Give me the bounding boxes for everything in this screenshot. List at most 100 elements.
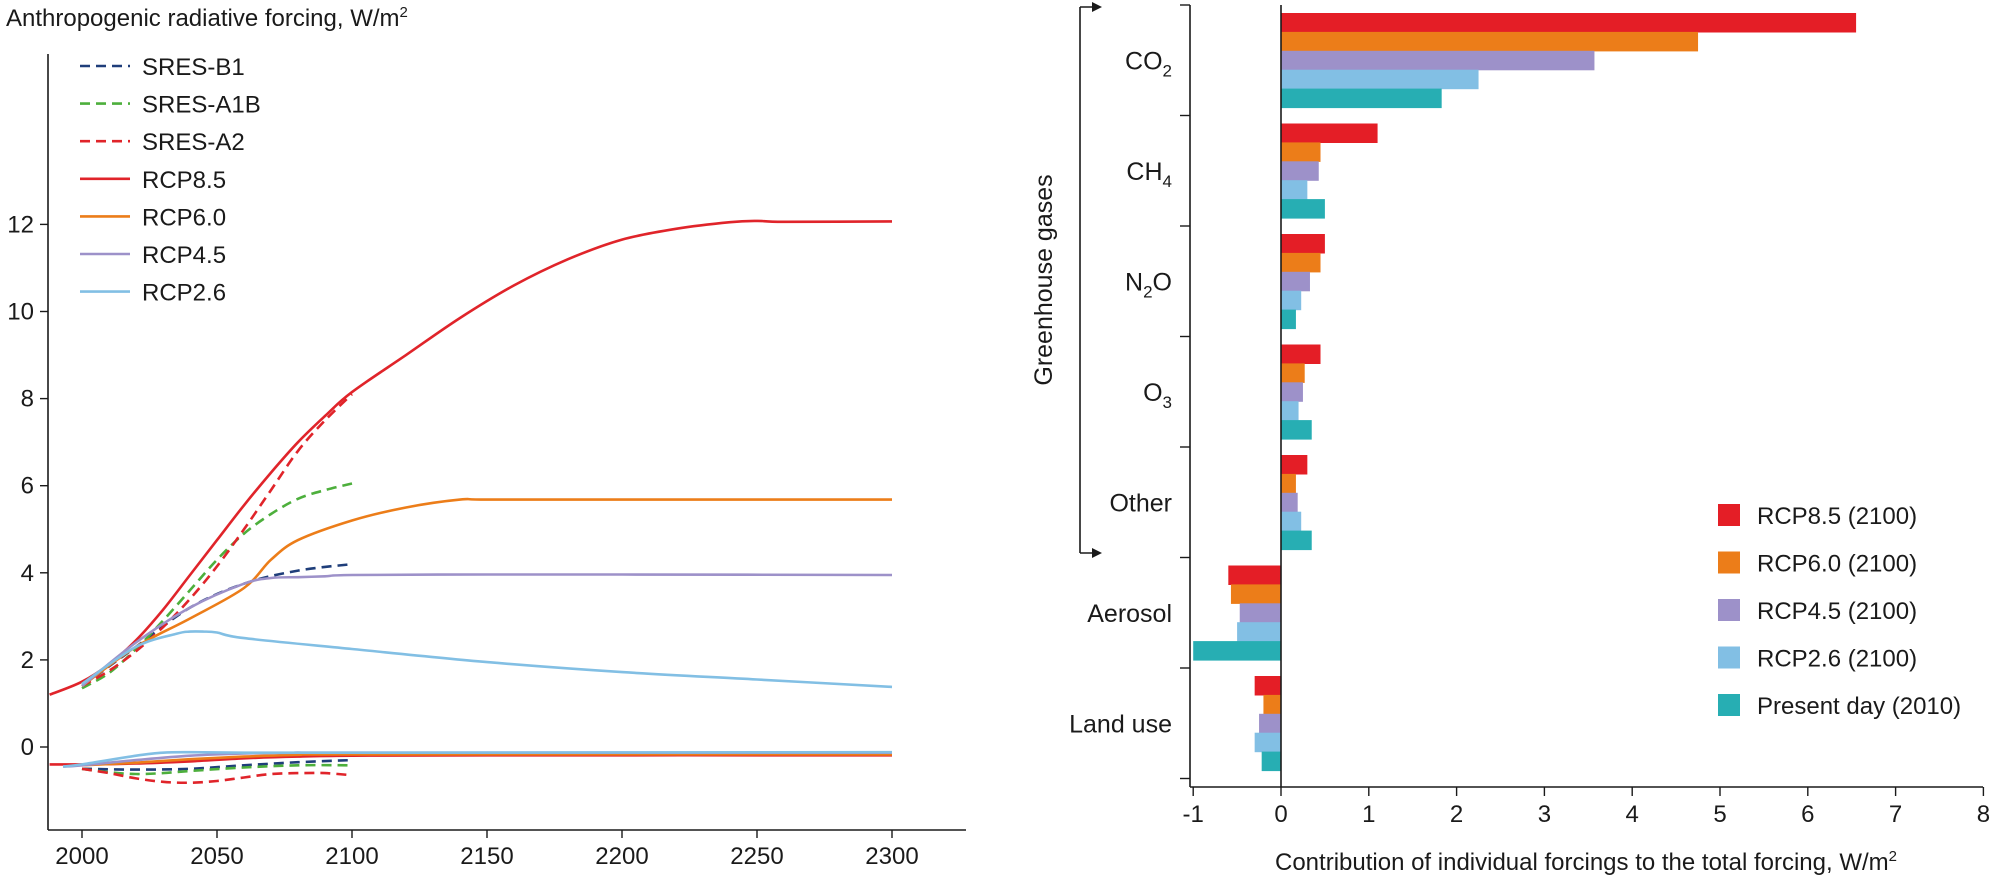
bar-rcp8-5-2100- <box>1228 565 1281 585</box>
series-line-rcp6-0-aerosol <box>81 753 893 767</box>
right-bars <box>1193 13 1857 772</box>
legend-label-sres-b1: SRES-B1 <box>142 54 245 81</box>
bar-present-day-2010- <box>1261 751 1281 772</box>
legend-label-rcp2-6-2100-: RCP2.6 (2100) <box>1757 646 1917 673</box>
legend-label-rcp4-5-2100-: RCP4.5 (2100) <box>1757 598 1917 625</box>
category-label: Land use <box>1069 711 1172 739</box>
bar-rcp8-5-2100- <box>1281 123 1378 143</box>
legend-swatch-rcp8-5-2100- <box>1718 504 1740 526</box>
right-x-tick-label: 3 <box>1538 801 1551 828</box>
greenhouse-bracket: Greenhouse gases <box>1030 2 1102 558</box>
category-label: CH4 <box>1126 158 1172 191</box>
left-x-tick-label: 2100 <box>325 843 378 870</box>
left-x-tick-label: 2000 <box>55 843 108 870</box>
right-legend: RCP8.5 (2100) RCP6.0 (2100) RCP4.5 (2100) R… <box>1718 503 1961 720</box>
bar-rcp2-6-2100- <box>1281 180 1308 200</box>
bar-rcp4-5-2100- <box>1281 382 1303 402</box>
left-y-tick-label: 12 <box>7 211 34 238</box>
bracket-top-arrow <box>1092 2 1102 12</box>
left-line-chart: Anthropogenic radiative forcing, W/m2 12… <box>6 4 966 870</box>
series-line-rcp2-6-total <box>81 630 893 689</box>
legend-label-present-day-2010-: Present day (2010) <box>1757 693 1961 720</box>
bar-rcp2-6-2100- <box>1281 401 1299 421</box>
right-category-ticks <box>1180 4 1190 780</box>
right-x-tick-label: 7 <box>1889 801 1902 828</box>
legend-label-sres-a1b: SRES-A1B <box>142 92 261 119</box>
bar-rcp2-6-2100- <box>1281 69 1479 90</box>
left-y-tick-label: 2 <box>21 647 34 674</box>
bar-rcp2-6-2100- <box>1254 732 1281 753</box>
right-bar-chart: CO2 CH4 N2O O3 Other Aerosol Land use -1 0 1 2 3 4 5… <box>1030 2 1990 876</box>
bar-rcp6-0-2100- <box>1281 31 1699 52</box>
bar-rcp6-0-2100- <box>1281 252 1321 273</box>
legend-label-rcp8-5-2100-: RCP8.5 (2100) <box>1757 503 1917 530</box>
legend-label-rcp6-0-2100-: RCP6.0 (2100) <box>1757 551 1917 578</box>
bar-rcp6-0-2100- <box>1263 694 1281 715</box>
bar-rcp8-5-2100- <box>1281 234 1325 254</box>
right-x-tick-label: 6 <box>1801 801 1814 828</box>
right-x-tick-label: -1 <box>1183 801 1204 828</box>
left-y-tick-label: 4 <box>21 560 34 587</box>
bar-rcp4-5-2100- <box>1259 713 1281 734</box>
left-x-tick-label: 2300 <box>865 843 918 870</box>
category-label: N2O <box>1125 269 1172 302</box>
bar-rcp6-0-2100- <box>1281 473 1296 494</box>
left-y-ticks: 12 10 8 6 4 2 0 <box>7 211 48 761</box>
bar-rcp6-0-2100- <box>1230 584 1281 604</box>
category-label: CO2 <box>1125 48 1172 81</box>
left-x-tick-label: 2150 <box>460 843 513 870</box>
series-line-rcp4-5-total <box>81 573 893 688</box>
right-category-labels: CO2 CH4 N2O O3 Other Aerosol Land use <box>1069 48 1172 739</box>
bar-rcp6-0-2100- <box>1281 142 1321 162</box>
series-line-sres-a2-aerosol <box>81 767 353 785</box>
category-label: O3 <box>1143 379 1172 412</box>
left-x-tick-label: 2050 <box>190 843 243 870</box>
bar-present-day-2010- <box>1193 641 1281 661</box>
bar-present-day-2010- <box>1281 199 1325 219</box>
right-x-tick-label: 2 <box>1450 801 1463 828</box>
left-y-tick-label: 8 <box>21 386 34 413</box>
legend-swatch-rcp2-6-2100- <box>1718 646 1740 669</box>
greenhouse-gases-label: Greenhouse gases <box>1030 174 1058 385</box>
series-line-sres-a2-total <box>81 393 353 688</box>
right-x-tick-label: 8 <box>1977 801 1990 828</box>
bar-present-day-2010- <box>1281 88 1442 109</box>
bar-rcp2-6-2100- <box>1281 290 1302 311</box>
bar-rcp8-5-2100- <box>1281 455 1308 475</box>
left-x-ticks: 2000 2050 2100 2150 2200 2250 2300 <box>55 830 919 870</box>
right-x-tick-label: 5 <box>1713 801 1726 828</box>
left-series-lines <box>49 219 893 785</box>
bar-rcp4-5-2100- <box>1281 161 1319 181</box>
left-y-tick-label: 6 <box>21 473 34 500</box>
bar-rcp2-6-2100- <box>1237 622 1281 642</box>
left-legend: SRES-B1 SRES-A1B SRES-A2 RCP8.5 RCP6.0 RCP4.5… <box>80 54 261 307</box>
left-chart-title: Anthropogenic radiative forcing, W/m2 <box>6 4 408 32</box>
series-line-sres-b1-aerosol <box>81 758 353 771</box>
bar-present-day-2010- <box>1281 420 1312 440</box>
bar-rcp8-5-2100- <box>1254 676 1281 696</box>
legend-swatch-rcp6-0-2100- <box>1718 551 1740 574</box>
legend-label-sres-a2: SRES-A2 <box>142 129 245 156</box>
legend-label-rcp6-0: RCP6.0 <box>142 204 226 231</box>
right-x-tick-label: 1 <box>1362 801 1375 828</box>
left-y-tick-label: 10 <box>7 299 34 326</box>
bar-rcp4-5-2100- <box>1281 50 1595 71</box>
bar-rcp2-6-2100- <box>1281 511 1302 532</box>
series-line-sres-a1b-aerosol <box>81 763 353 776</box>
bar-rcp6-0-2100- <box>1281 363 1305 383</box>
right-x-axis-title: Contribution of individual forcings to t… <box>1275 848 1897 876</box>
legend-label-rcp8-5: RCP8.5 <box>142 167 226 194</box>
left-x-tick-label: 2200 <box>595 843 648 870</box>
series-line-rcp2-6-aerosol <box>62 750 893 768</box>
category-label: Aerosol <box>1087 600 1172 628</box>
category-label: Other <box>1109 490 1172 518</box>
bar-rcp4-5-2100- <box>1239 603 1281 623</box>
left-x-tick-label: 2250 <box>730 843 783 870</box>
legend-swatch-present-day-2010- <box>1718 694 1740 716</box>
bar-rcp4-5-2100- <box>1281 271 1310 292</box>
bar-rcp8-5-2100- <box>1281 344 1321 364</box>
series-line-rcp6-0-total <box>81 497 893 688</box>
left-y-tick-label: 0 <box>21 734 34 761</box>
bar-present-day-2010- <box>1281 530 1312 551</box>
